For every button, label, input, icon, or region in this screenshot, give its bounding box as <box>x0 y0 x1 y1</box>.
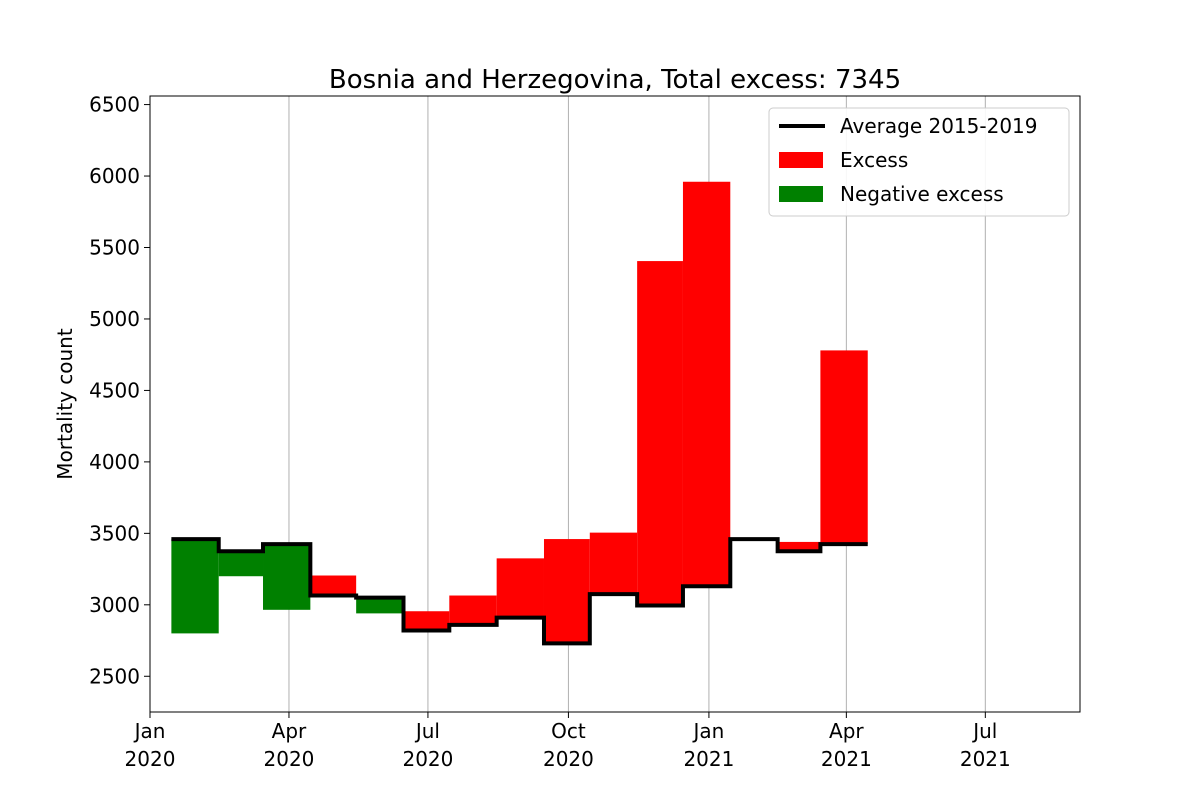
legend-patch-swatch <box>779 186 823 202</box>
excess-bar <box>543 539 590 644</box>
x-tick-label-month: Apr <box>272 719 307 743</box>
negative-excess-bar <box>263 544 311 610</box>
x-tick-label-month: Jul <box>414 719 440 743</box>
y-tick-label: 4500 <box>89 378 140 402</box>
x-tick-label-year: 2021 <box>683 747 734 771</box>
x-tick-label-year: 2020 <box>125 747 176 771</box>
excess-bar <box>403 611 450 631</box>
x-tick-label-month: Oct <box>551 719 586 743</box>
x-tick-label-month: Jan <box>133 719 166 743</box>
y-tick-label: 3500 <box>89 521 140 545</box>
plot-frame <box>149 95 1081 713</box>
negative-excess-bar <box>356 597 404 614</box>
legend-patch-swatch <box>779 152 823 168</box>
baseline-average-line <box>171 537 868 646</box>
y-tick-label: 5000 <box>89 307 140 331</box>
excess-bar <box>637 261 683 606</box>
negative-excess-bar <box>218 551 264 577</box>
y-tick-label: 6000 <box>89 164 140 188</box>
baseline-group <box>171 537 868 646</box>
y-tick-label: 3000 <box>89 593 140 617</box>
y-tick-label: 2500 <box>89 664 140 688</box>
x-tick-label-year: 2021 <box>821 747 872 771</box>
excess-bar <box>777 541 821 552</box>
legend-label: Average 2015-2019 <box>840 114 1038 138</box>
excess-bar <box>310 575 357 596</box>
x-tick-label-year: 2020 <box>543 747 594 771</box>
legend-box <box>768 107 1070 217</box>
excess-bar <box>589 532 638 595</box>
legend-label: Excess <box>840 148 908 172</box>
excess-bar <box>496 558 544 618</box>
negative-excess-bar <box>171 539 219 634</box>
y-axis-label: Mortality count <box>53 328 77 480</box>
y-tick-label: 5500 <box>89 235 140 259</box>
excess-bar <box>820 350 868 545</box>
x-tick-label-month: Apr <box>829 719 864 743</box>
legend-label: Negative excess <box>840 182 1004 206</box>
x-tick-label-year: 2020 <box>264 747 315 771</box>
x-tick-label-year: 2021 <box>960 747 1011 771</box>
excess-bar <box>682 181 731 587</box>
bars-group <box>171 181 868 644</box>
y-tick-label: 4000 <box>89 450 140 474</box>
y-tick-label: 6500 <box>89 93 140 117</box>
x-tick-label-month: Jan <box>691 719 724 743</box>
x-tick-label-year: 2020 <box>402 747 453 771</box>
x-tick-label-month: Jul <box>971 719 997 743</box>
legend: Average 2015-2019 Excess Negative excess <box>768 107 1070 217</box>
x-axis: Jan 2020 Apr 2020 Jul 2020 Oct 2020 Jan 2021 Apr 20… <box>125 712 1011 771</box>
chart-title: Bosnia and Herzegovina, Total excess: 73… <box>329 65 901 95</box>
excess-bar <box>449 595 497 625</box>
y-axis: 2500 3000 3500 4000 4500 5000 5500 6000 6500 <box>89 93 150 688</box>
